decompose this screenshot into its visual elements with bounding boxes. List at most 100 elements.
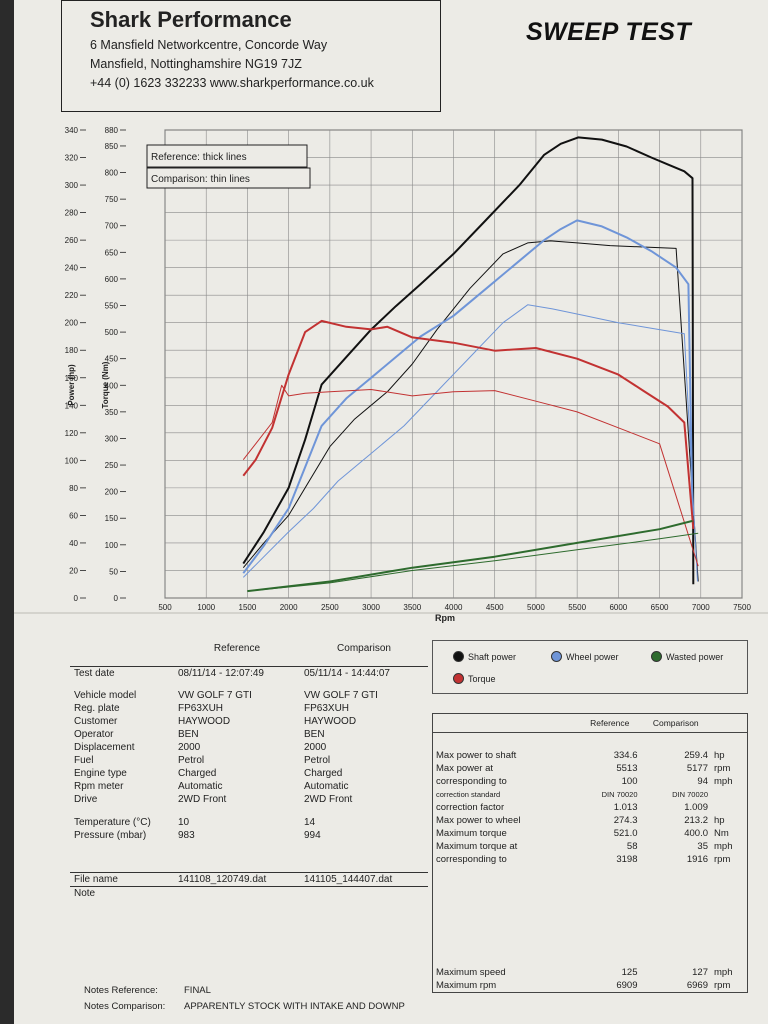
table-row: Fuel Petrol Petrol	[70, 754, 428, 767]
annotation-comparison: Comparison: thin lines	[151, 174, 250, 185]
table-row: corresponding to 3198 1916 rpm	[433, 853, 747, 866]
chart-legend: Shaft power Wheel power Wasted power Tor…	[432, 640, 748, 694]
power-tick-label: 120	[65, 429, 79, 438]
result-unit: rpm	[714, 763, 731, 774]
x-tick-label: 6000	[609, 603, 627, 612]
cell-label: Engine type	[74, 767, 127, 779]
cell-cmp: 2WD Front	[304, 793, 353, 805]
power-tick-label: 100	[65, 456, 79, 465]
maxrpm-ref: 6909	[616, 980, 638, 991]
table-row: corresponding to 100 94 mph	[433, 775, 747, 788]
speed-label: Maximum speed	[436, 967, 506, 978]
legend-label: Torque	[468, 673, 496, 684]
torque-tick-label: 450	[105, 355, 119, 364]
cell-ref: Charged	[178, 767, 217, 779]
dyno-sheet: Shark Performance 6 Mansfield Networkcen…	[14, 0, 768, 1024]
pressure-ref: 983	[178, 829, 195, 841]
res-col-comparison: Comparison	[640, 714, 711, 733]
power-tick-label: 180	[65, 346, 79, 355]
x-tick-label: 7500	[733, 603, 751, 612]
result-unit: hp	[714, 750, 725, 761]
table-row: correction standard DIN 70020 DIN 70020	[433, 788, 747, 801]
table-row: Maximum rpm 6909 6969 rpm	[433, 979, 747, 992]
torque-tick-label: 200	[105, 488, 119, 497]
cell-ref: Petrol	[178, 754, 205, 766]
company-name: Shark Performance	[90, 7, 292, 32]
table-row: Vehicle model VW GOLF 7 GTI VW GOLF 7 GTI	[70, 689, 428, 702]
result-label: Maximum torque	[436, 828, 507, 839]
torque-tick-labels: 0 50 100 150 200 250 300 350 400 450 500 550 600 650 7…	[105, 126, 126, 603]
power-tick-label: 160	[65, 374, 79, 383]
power-tick-label: 20	[69, 566, 78, 575]
legend-torque: Torque	[453, 673, 496, 684]
cell-cmp: VW GOLF 7 GTI	[304, 689, 378, 701]
power-tick-label: 80	[69, 484, 78, 493]
wheel-dot-icon	[551, 651, 562, 662]
cell-label: Reg. plate	[74, 702, 120, 714]
speed-cmp: 127	[692, 967, 708, 978]
result-label: Max power to wheel	[436, 815, 521, 826]
result-ref: 100	[621, 776, 638, 787]
pressure-label: Pressure (mbar)	[74, 829, 147, 841]
torque-tick-label: 650	[105, 248, 119, 257]
torque-tick-label: 500	[105, 328, 119, 337]
result-unit: rpm	[714, 854, 731, 865]
result-ref: 5513	[616, 763, 638, 774]
annotation-reference: Reference: thick lines	[151, 152, 247, 163]
cell-cmp: 05/11/14 - 14:44:07	[304, 668, 390, 679]
result-unit: mph	[714, 776, 733, 787]
cell-ref: 08/11/14 - 12:07:49	[178, 668, 264, 679]
result-label: correction standard	[436, 790, 501, 799]
result-label: Max power at	[436, 763, 494, 774]
notes-ref-label: Notes Reference:	[84, 985, 158, 996]
result-ref: DIN 70020	[601, 790, 638, 799]
torque-tick-label: 750	[105, 195, 119, 204]
cell-cmp: Charged	[304, 767, 343, 779]
address-line-1: 6 Mansfield Networkcentre, Concorde Way	[90, 38, 328, 52]
cell-ref: 2000	[178, 741, 201, 753]
torque-tick-label: 300	[105, 434, 119, 443]
test-title: SWEEP TEST	[526, 18, 692, 46]
torque-tick-label: 250	[105, 461, 119, 470]
result-ref: 521.0	[613, 828, 638, 839]
table-row: File name 141108_120749.dat 141105_14440…	[70, 872, 428, 886]
torque-tick-label: 150	[105, 514, 119, 523]
result-cmp: 94	[697, 776, 708, 787]
x-tick-label: 4500	[486, 603, 504, 612]
torque-tick-label: 100	[105, 541, 119, 550]
torque-tick-label: 800	[105, 169, 119, 178]
result-cmp: 213.2	[684, 815, 708, 826]
table-row: Engine type Charged Charged	[70, 767, 428, 780]
table-row: Operator BEN BEN	[70, 728, 428, 741]
cell-ref: FP63XUH	[178, 702, 224, 714]
x-tick-label: 5000	[527, 603, 545, 612]
table-row: Reg. plate FP63XUH FP63XUH	[70, 702, 428, 715]
company-header: Shark Performance 6 Mansfield Networkcen…	[61, 0, 441, 112]
speed-unit: mph	[714, 967, 733, 978]
table-row: correction factor 1.013 1.009	[433, 801, 747, 814]
table-row: Displacement 2000 2000	[70, 741, 428, 754]
table-row: Pressure (mbar) 983 994	[70, 829, 428, 842]
result-unit: mph	[714, 841, 733, 852]
result-label: corresponding to	[436, 776, 507, 787]
annotation-box-comparison	[146, 167, 311, 189]
maxrpm-unit: rpm	[714, 980, 731, 991]
x-tick-label: 5500	[568, 603, 586, 612]
power-tick-label: 260	[65, 236, 79, 245]
power-tick-label: 340	[65, 126, 79, 135]
result-label: corresponding to	[436, 854, 507, 865]
x-tick-label: 1000	[197, 603, 215, 612]
cell-ref: HAYWOOD	[178, 715, 231, 727]
series-wasted-power-thick	[247, 519, 693, 593]
result-label: Maximum torque at	[436, 841, 518, 852]
torque-tick-label: 350	[105, 408, 119, 417]
cell-label: Vehicle model	[74, 689, 137, 701]
notes-cmp-label: Notes Comparison:	[84, 1001, 166, 1012]
result-ref: 3198	[616, 854, 638, 865]
result-unit	[711, 801, 747, 814]
x-tick-label: 2500	[321, 603, 339, 612]
power-tick-label: 200	[65, 319, 79, 328]
legend-wasted-power: Wasted power	[651, 651, 723, 662]
power-tick-labels: 0 20 40 60 80 100 120 140 160 180 200 220 240 260 280 3…	[65, 126, 86, 603]
file-ref: 141108_120749.dat	[178, 873, 267, 885]
